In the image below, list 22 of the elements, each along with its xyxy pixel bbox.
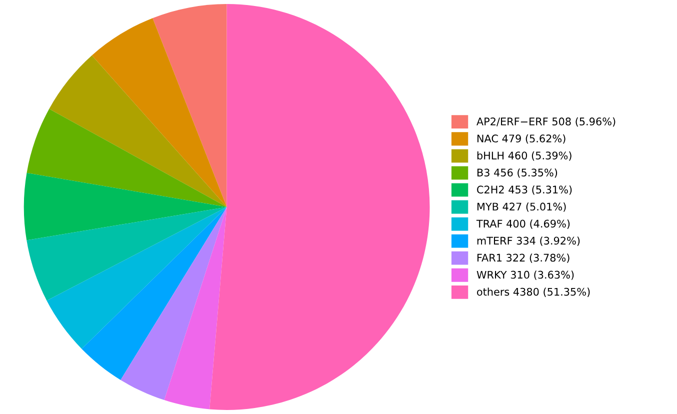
pie-slice <box>82 207 227 380</box>
pie-slice <box>46 207 227 349</box>
legend-label: C2H2 453 (5.31%) <box>477 185 572 195</box>
legend-label: mTERF 334 (3.92%) <box>477 236 580 246</box>
legend-label: AP2/ERF−ERF 508 (5.96%) <box>476 117 616 127</box>
pie-slice <box>92 18 227 207</box>
pie-slice <box>26 207 227 301</box>
pie-slice <box>120 207 227 400</box>
legend-label: B3 456 (5.35%) <box>477 168 558 178</box>
legend-label: TRAF 400 (4.69%) <box>476 220 570 229</box>
legend-label: MYB 427 (5.01%) <box>477 202 566 212</box>
legend-label: FAR1 322 (3.78%) <box>477 254 570 263</box>
legend-label: NAC 479 (5.62%) <box>477 134 566 144</box>
pie-slice <box>26 108 227 207</box>
legend-label: others 4380 (51.35%) <box>477 288 590 297</box>
pie-slice <box>164 207 227 410</box>
legend-label: bHLH 460 (5.39%) <box>477 151 572 161</box>
legend-label: WRKY 310 (3.63%) <box>476 270 574 280</box>
pie-slice <box>24 172 227 240</box>
pie-slice <box>49 55 227 207</box>
pie-slice <box>210 4 430 410</box>
pie-slice <box>152 4 227 207</box>
